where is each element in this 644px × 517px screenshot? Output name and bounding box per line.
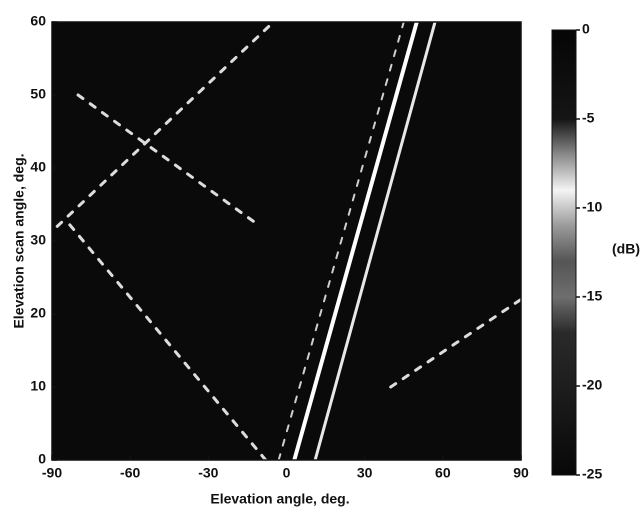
x-tick-label: -30 xyxy=(198,465,218,481)
beam-ridge xyxy=(55,20,275,228)
beam-ridge xyxy=(63,217,268,462)
colorbar-tick-label: -20 xyxy=(582,377,602,393)
y-tick-label: 50 xyxy=(30,86,46,102)
y-axis-label: Elevation scan angle, deg. xyxy=(11,153,27,328)
colorbar-label: (dB) xyxy=(612,241,640,257)
y-tick-label: 60 xyxy=(30,13,46,29)
beam-ridge xyxy=(76,93,262,228)
y-tick-label: 20 xyxy=(30,305,46,321)
beam-ridge xyxy=(389,297,523,389)
x-tick-label: -60 xyxy=(120,465,140,481)
y-tick-label: 10 xyxy=(30,378,46,394)
x-tick-label: -90 xyxy=(42,465,62,481)
x-tick-label: 0 xyxy=(283,465,291,481)
colorbar-tick-label: -15 xyxy=(582,288,602,304)
colorbar xyxy=(551,29,577,476)
beam-ridge xyxy=(277,21,405,461)
colorbar-tick-label: -10 xyxy=(582,199,602,215)
plot-background xyxy=(52,22,521,460)
x-tick-label: 60 xyxy=(435,465,451,481)
y-tick-label: 30 xyxy=(30,232,46,248)
y-tick-label: 40 xyxy=(30,159,46,175)
beam-ridge xyxy=(313,20,437,462)
x-axis-label: Elevation angle, deg. xyxy=(210,491,349,507)
colorbar-tick-label: -25 xyxy=(582,466,602,482)
colorbar-tick-label: 0 xyxy=(582,21,590,37)
y-tick-label: 0 xyxy=(38,451,46,467)
beam-ridge xyxy=(292,20,419,462)
colorbar-tick-label: -5 xyxy=(582,110,595,126)
x-tick-label: 90 xyxy=(513,465,529,481)
x-tick-label: 30 xyxy=(357,465,373,481)
